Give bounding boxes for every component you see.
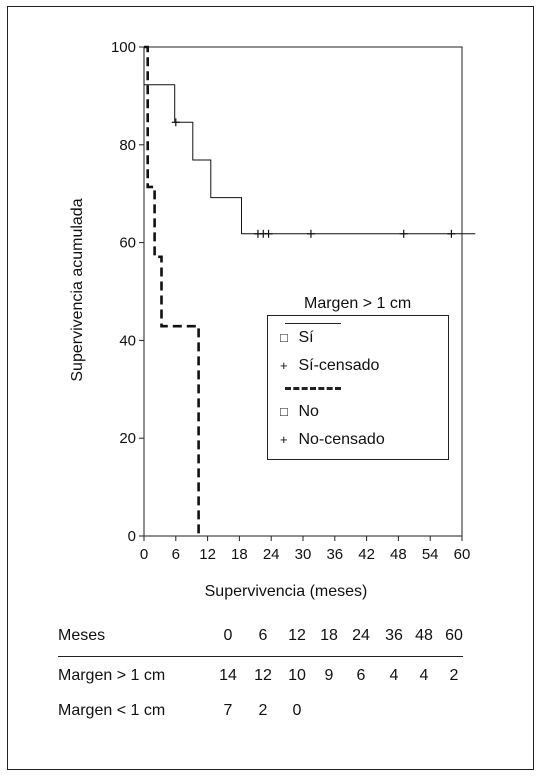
plot-frame [143, 46, 463, 537]
y-axis-title: Supervivencia acumulada [69, 198, 86, 381]
x-tick-label: 42 [358, 546, 375, 563]
censor-mark [264, 229, 273, 238]
x-tick-label: 18 [231, 546, 248, 563]
series-line-si [143, 47, 476, 235]
legend-label: Sí-censado [298, 357, 380, 374]
x-tick-label: 0 [140, 546, 148, 563]
legend-title: Margen > 1 cm [304, 295, 412, 312]
x-tick-label: 24 [263, 546, 280, 563]
axis-ticks: 0 6 12 18 24 30 36 42 48 54 60 0 20 40 60 80 100 [111, 39, 470, 563]
plus-marker-icon: + [280, 358, 288, 373]
censor-mark [306, 229, 315, 238]
x-tick-label: 12 [199, 546, 216, 563]
legend-item-no-censado: + No-censado [280, 431, 385, 449]
x-tick-label: 36 [326, 546, 343, 563]
y-tick-label: 0 [128, 528, 136, 545]
censor-mark [447, 229, 456, 238]
y-tick-label: 60 [119, 235, 136, 252]
x-axis-title: Supervivencia (meses) [205, 583, 368, 600]
square-marker-icon: □ [280, 404, 288, 419]
y-tick-label: 100 [111, 39, 136, 56]
square-marker-icon: □ [280, 330, 288, 345]
censor-mark [171, 118, 180, 127]
x-tick-label: 60 [454, 546, 471, 563]
series-line-no [144, 45, 200, 536]
legend: □ Sí + Sí-censado □ No + No-censado [267, 315, 449, 460]
censor-mark [399, 229, 408, 238]
legend-label: No-censado [298, 431, 385, 448]
legend-item-si: □ Sí [280, 329, 314, 347]
y-tick-label: 20 [119, 430, 136, 447]
legend-line-solid [285, 323, 341, 324]
y-tick-label: 40 [119, 332, 136, 349]
legend-item-no: □ No [280, 403, 319, 421]
legend-label: Sí [298, 329, 314, 346]
legend-label: No [298, 403, 319, 420]
series-layer [143, 45, 476, 536]
plot-area [143, 46, 463, 537]
figure-frame [7, 6, 534, 770]
x-tick-label: 48 [390, 546, 407, 563]
legend-line-dashed [285, 387, 341, 390]
x-tick-label: 30 [295, 546, 312, 563]
x-tick-label: 54 [422, 546, 439, 563]
x-tick-label: 6 [172, 546, 180, 563]
y-tick-label: 80 [119, 137, 136, 154]
plus-marker-icon: + [280, 432, 288, 447]
legend-item-si-censado: + Sí-censado [280, 357, 379, 375]
